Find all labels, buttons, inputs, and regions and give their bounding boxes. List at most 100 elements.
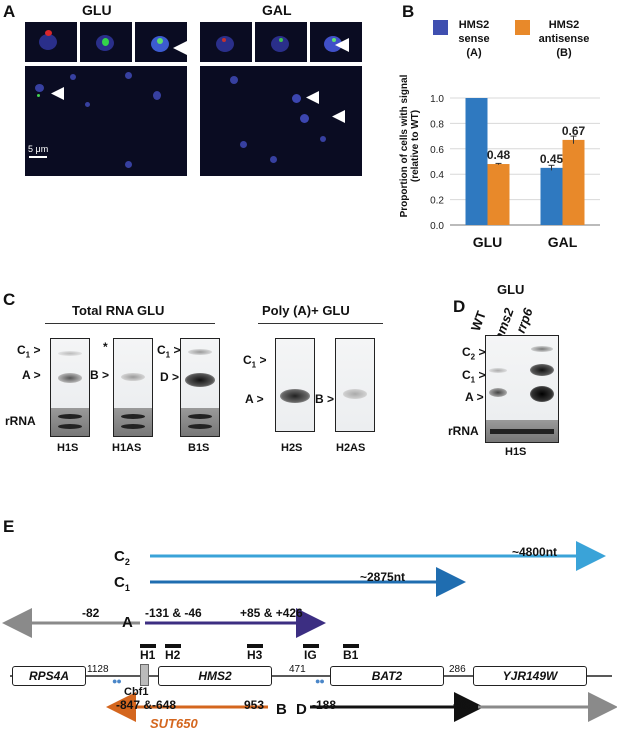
gal-inset-red bbox=[200, 22, 252, 62]
probe-bar-h2 bbox=[165, 644, 181, 648]
x-tick-label: GLU bbox=[473, 234, 503, 250]
rrna-label: rRNA bbox=[5, 414, 36, 428]
legend-swatch-sense bbox=[433, 20, 448, 35]
gene-yjr149w: YJR149W bbox=[473, 666, 587, 686]
intergenic-286: 286 bbox=[449, 664, 466, 675]
rrna-h1as bbox=[113, 408, 153, 437]
cbf1-label: Cbf1 bbox=[124, 686, 149, 698]
scale-bar bbox=[29, 156, 47, 158]
probe-bar-h1 bbox=[140, 644, 156, 648]
lane-b1s: B1S bbox=[188, 442, 210, 454]
a-end: +85 & +426 bbox=[240, 606, 303, 620]
label-b: B bbox=[276, 701, 287, 718]
x-tick-label: GAL bbox=[548, 234, 578, 250]
sut650-label: SUT650 bbox=[150, 716, 198, 731]
arrowhead-icon bbox=[335, 38, 349, 52]
marker-a: A > bbox=[22, 368, 41, 382]
value-left-gray: -82 bbox=[82, 606, 100, 620]
y-tick-label: 0.0 bbox=[430, 221, 444, 232]
length-c1: ~2875nt bbox=[360, 570, 406, 584]
bar-chart: 0.0 0.2 0.4 0.6 0.8 1.0 0.48 GLU 0.45 0.67 GAL bbox=[430, 94, 600, 250]
bar bbox=[487, 164, 510, 225]
panel-d-title: GLU bbox=[497, 282, 525, 297]
marker-c1-d: C1 > bbox=[462, 368, 486, 385]
binding-site-icon: ●● bbox=[315, 676, 325, 686]
marker-a-h2s: A > bbox=[245, 392, 264, 406]
gene-bat2: BAT2 bbox=[330, 666, 444, 686]
arrowhead-icon bbox=[332, 110, 345, 123]
rrna-d bbox=[485, 420, 559, 443]
glu-field-image: 5 μm bbox=[25, 66, 187, 176]
bar bbox=[465, 98, 488, 225]
label-c1: C1 bbox=[114, 574, 130, 593]
polya-underline bbox=[258, 323, 383, 324]
marker-c1: C1 > bbox=[17, 343, 41, 360]
length-c2: ~4800nt bbox=[512, 545, 558, 559]
label-a: A bbox=[122, 614, 133, 631]
cbf1-site bbox=[140, 664, 149, 686]
b-end: 953 bbox=[244, 698, 265, 712]
y-tick-label: 0.8 bbox=[430, 119, 444, 130]
y-axis-label: Proportion of cells with signal (relativ… bbox=[399, 74, 421, 218]
label-d: D bbox=[296, 701, 307, 718]
gene-hms2: HMS2 bbox=[158, 666, 272, 686]
probe-ig: IG bbox=[304, 648, 317, 662]
panel-c-label: C bbox=[3, 290, 16, 309]
data-label: 0.67 bbox=[562, 124, 586, 138]
rrna-h1s bbox=[50, 408, 90, 437]
marker-b: B > bbox=[90, 368, 110, 382]
marker-a-d: A > bbox=[465, 390, 484, 404]
marker-c2-d: C2 > bbox=[462, 345, 486, 362]
probe-h2: H2 bbox=[165, 648, 181, 662]
panel-a-label: A bbox=[3, 2, 16, 21]
marker-c1-h2s: C1 > bbox=[243, 353, 267, 370]
marker-star: * bbox=[103, 340, 108, 354]
a-start: -131 & -46 bbox=[145, 606, 202, 620]
legend-label-antisense: HMS2 antisense (B) bbox=[538, 19, 590, 59]
marker-b-h2as: B > bbox=[315, 392, 335, 406]
lane-h2as: H2AS bbox=[336, 442, 366, 454]
d-start: -188 bbox=[312, 698, 337, 712]
transcript-map bbox=[1, 541, 617, 722]
marker-c1-b1s: C1 > bbox=[157, 343, 181, 360]
y-tick-label: 1.0 bbox=[430, 94, 444, 105]
lane-wt: WT bbox=[467, 308, 489, 333]
glu-inset-merge bbox=[135, 22, 187, 62]
probe-h3: H3 bbox=[247, 648, 263, 662]
y-tick-label: 0.4 bbox=[430, 170, 444, 181]
panel-d-label: D bbox=[453, 297, 466, 316]
lane-h1s: H1S bbox=[57, 442, 79, 454]
blot-h1as bbox=[113, 338, 153, 410]
probe-h1: H1 bbox=[140, 648, 156, 662]
gal-field-image bbox=[200, 66, 362, 176]
intergenic-471: 471 bbox=[289, 664, 306, 675]
probe-d: H1S bbox=[505, 446, 527, 458]
intergenic-1128: 1128 bbox=[87, 664, 109, 675]
y-tick-label: 0.6 bbox=[430, 145, 444, 156]
label-c2: C2 bbox=[114, 548, 130, 567]
blot-d bbox=[485, 335, 559, 422]
panel-b-label: B bbox=[402, 2, 415, 21]
blot-b1s bbox=[180, 338, 220, 410]
arrowhead-icon bbox=[306, 91, 319, 104]
probe-b1: B1 bbox=[343, 648, 359, 662]
rrna-b1s bbox=[180, 408, 220, 437]
glu-title: GLU bbox=[82, 2, 112, 18]
blot-h1s bbox=[50, 338, 90, 410]
panel-e-label: E bbox=[3, 517, 15, 536]
arrowhead-icon bbox=[173, 41, 187, 55]
glu-inset-green bbox=[80, 22, 132, 62]
lane-h1as: H1AS bbox=[112, 442, 142, 454]
arrowhead-icon bbox=[51, 87, 64, 100]
bar bbox=[540, 167, 563, 225]
gene-rps4a: RPS4A bbox=[12, 666, 86, 686]
scale-bar-label: 5 μm bbox=[28, 144, 49, 154]
probe-bar-ig bbox=[303, 644, 319, 648]
probe-bar-h3 bbox=[247, 644, 263, 648]
y-tick-label: 0.2 bbox=[430, 196, 444, 207]
rrna-label-d: rRNA bbox=[448, 424, 479, 438]
data-label: 0.45 bbox=[540, 152, 564, 166]
blot-h2as bbox=[335, 338, 375, 432]
polya-title: Poly (A)+ GLU bbox=[262, 303, 350, 318]
legend-swatch-antisense bbox=[515, 20, 530, 35]
